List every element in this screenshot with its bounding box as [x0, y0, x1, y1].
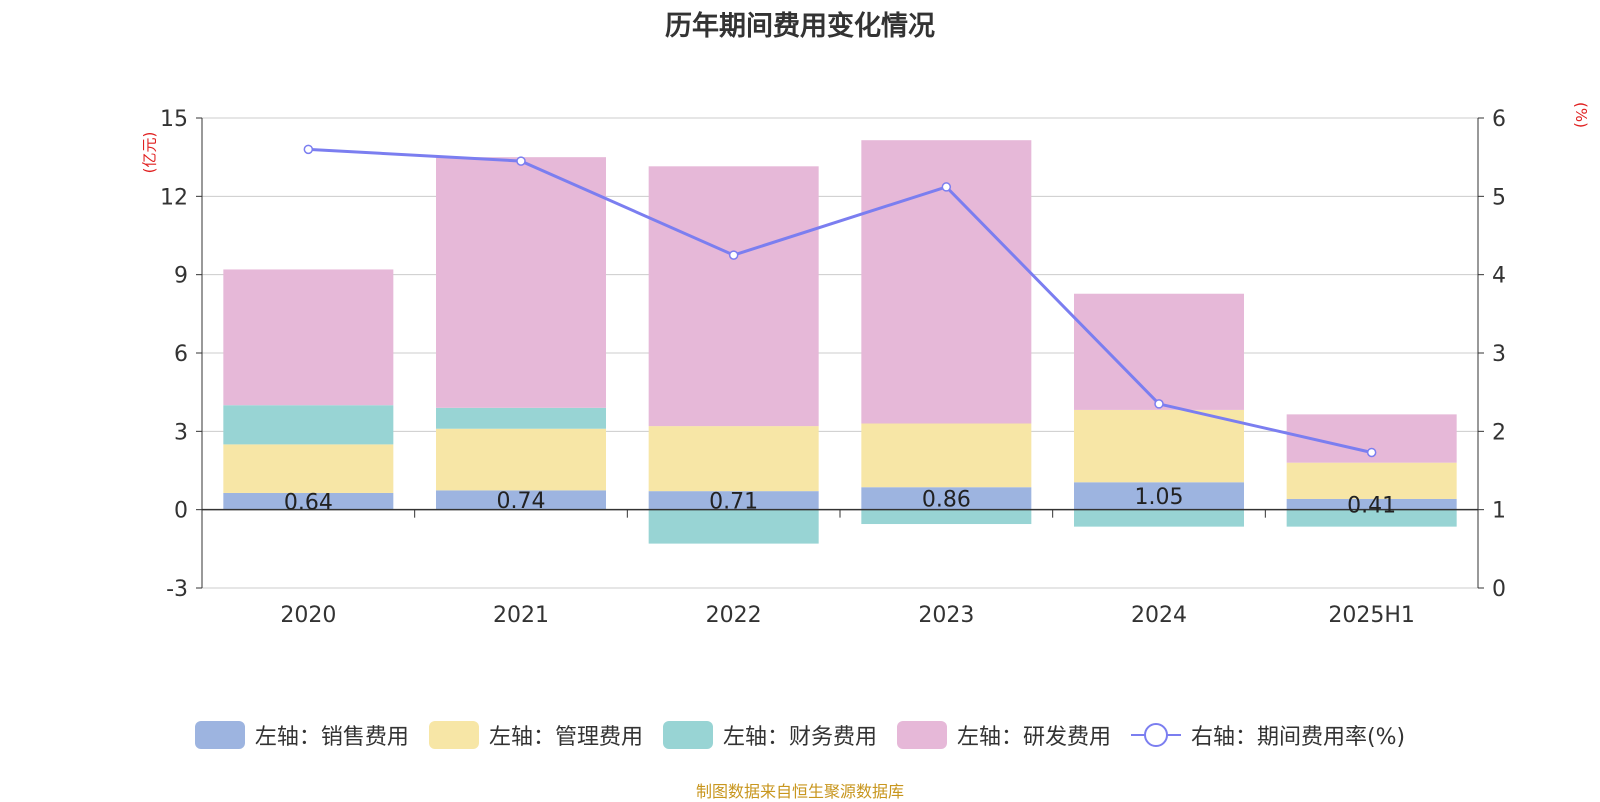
rate-point [941, 182, 952, 192]
data-label-sales: 0.74 [497, 489, 546, 514]
legend-swatch-admin [428, 721, 479, 749]
data-label-sales: 1.05 [1135, 485, 1184, 510]
bar-sales [436, 490, 606, 510]
bar-rd [223, 269, 394, 406]
bar-sales [223, 492, 394, 510]
bar-admin [648, 426, 819, 492]
bar-sales [1286, 498, 1457, 510]
legend-label-admin: 左轴：管理费用 [488, 725, 643, 750]
left-axis-tick-label: 15 [160, 107, 188, 132]
rate-point [1154, 399, 1164, 409]
legend-swatch-sales [194, 721, 245, 749]
legend-rate-marker [1143, 723, 1168, 747]
left-axis-tick-label: 0 [174, 499, 188, 524]
bar-finance [1074, 509, 1244, 527]
legend: 左轴：销售费用 左轴：管理费用 左轴：财务费用 左轴：研发费用 右轴：期间费用率… [0, 719, 1600, 751]
legend-item-finance[interactable]: 左轴：财务费用 [662, 719, 877, 751]
right-axis-tick-label: 2 [1492, 420, 1506, 445]
bar-rd [1074, 293, 1244, 410]
category-label: 2020 [280, 603, 336, 628]
legend-swatch-finance [662, 721, 713, 749]
legend-swatch-rd [896, 721, 947, 749]
bar-finance [1286, 509, 1457, 527]
right-axis-tick-label: 6 [1492, 107, 1506, 132]
right-axis-tick-label: 1 [1492, 499, 1506, 524]
legend-label-rd: 左轴：研发费用 [956, 725, 1111, 750]
left-axis-tick-label: 3 [174, 420, 188, 445]
bar-admin [223, 444, 394, 493]
bar-finance [436, 407, 606, 429]
bar-admin [1286, 462, 1457, 499]
bar-admin [1074, 409, 1244, 483]
right-axis-tick-label: 3 [1492, 342, 1506, 367]
data-label-sales: 0.64 [284, 490, 333, 515]
bar-sales [861, 487, 1032, 510]
rate-point [1366, 447, 1377, 458]
bar-sales [1074, 482, 1244, 510]
data-label-sales: 0.71 [709, 489, 758, 514]
legend-label-rate: 右轴：期间费用率(%) [1190, 725, 1406, 750]
data-label-sales: 0.86 [922, 487, 971, 512]
category-label: 2025H1 [1328, 603, 1415, 628]
bar-admin [436, 428, 606, 491]
legend-swatch-rate [1130, 723, 1181, 747]
bar-finance [861, 509, 1032, 525]
legend-item-admin[interactable]: 左轴：管理费用 [428, 719, 643, 751]
bar-sales [648, 491, 819, 510]
category-label: 2022 [706, 603, 762, 628]
left-axis-tick-label: -3 [166, 577, 188, 602]
legend-item-rd[interactable]: 左轴：研发费用 [896, 719, 1111, 751]
bar-finance [648, 509, 819, 544]
rate-point [728, 250, 739, 260]
legend-label-sales: 左轴：销售费用 [254, 725, 409, 750]
right-axis-tick-label: 4 [1492, 264, 1506, 289]
bar-admin [861, 423, 1032, 488]
left-axis-tick-label: 6 [174, 342, 188, 367]
rate-point [303, 144, 314, 155]
category-label: 2023 [918, 603, 974, 628]
bar-finance [223, 405, 394, 445]
legend-item-sales[interactable]: 左轴：销售费用 [194, 719, 409, 751]
right-axis-tick-label: 0 [1492, 577, 1506, 602]
legend-item-rate[interactable]: 右轴：期间费用率(%) [1130, 719, 1406, 751]
category-label: 2024 [1131, 603, 1187, 628]
left-axis-tick-label: 12 [160, 185, 188, 210]
rate-line [308, 147, 1373, 454]
chart-title: 历年期间费用变化情况 [665, 11, 935, 42]
category-label: 2021 [493, 603, 549, 628]
bar-rd [436, 157, 606, 408]
data-label-sales: 0.41 [1347, 493, 1396, 518]
source-footer: 制图数据来自恒生聚源数据库 [695, 782, 904, 801]
bar-rd [648, 166, 819, 427]
legend-label-finance: 左轴：财务费用 [722, 725, 877, 750]
left-axis-tick-label: 9 [174, 264, 188, 289]
rate-point [516, 156, 526, 166]
right-axis-tick-label: 5 [1492, 185, 1506, 210]
